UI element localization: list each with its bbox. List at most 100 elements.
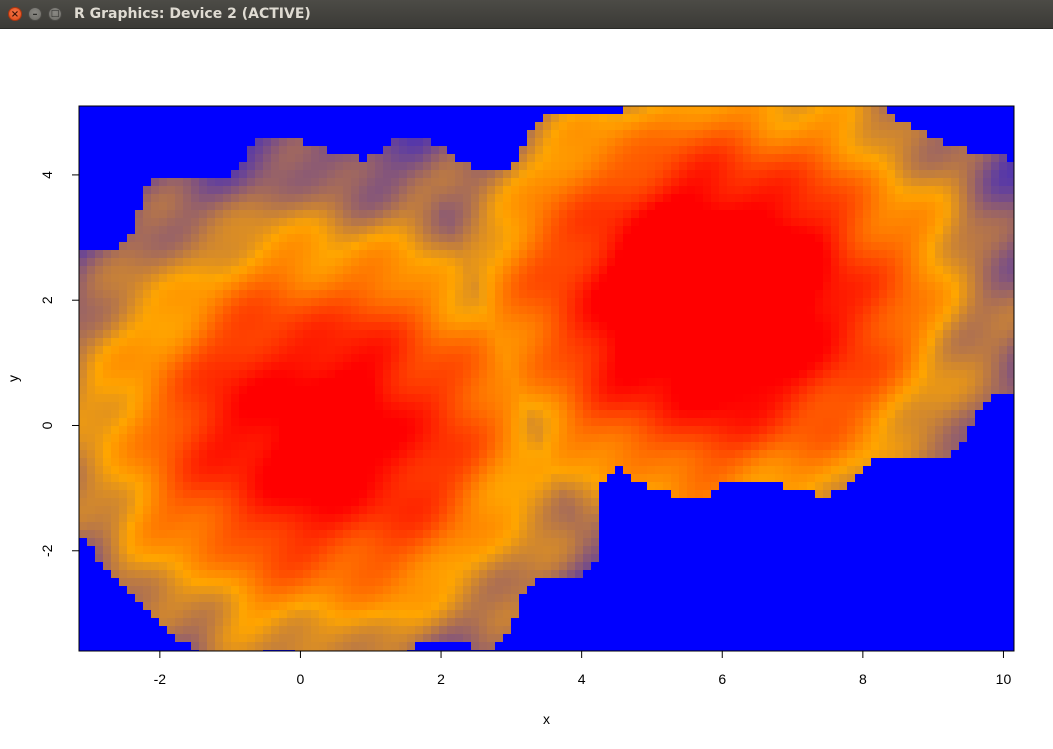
minimize-window-button[interactable]: – [28, 7, 42, 21]
heatmap-cell [343, 138, 352, 147]
heatmap-cell [839, 258, 848, 267]
heatmap-cell [655, 402, 664, 411]
heatmap-cell [167, 202, 176, 211]
heatmap-cell [303, 258, 312, 267]
heatmap-cell [743, 282, 752, 291]
heatmap-cell [535, 434, 544, 443]
heatmap-cell [199, 146, 208, 155]
heatmap-cell [439, 162, 448, 171]
heatmap-cell [167, 274, 176, 283]
heatmap-cell [695, 290, 704, 299]
heatmap-cell [471, 138, 480, 147]
heatmap-cell [559, 298, 568, 307]
heatmap-cell [799, 306, 808, 315]
heatmap-cell [831, 282, 840, 291]
heatmap-cell [111, 226, 120, 235]
heatmap-cell [687, 114, 696, 123]
heatmap-cell [647, 170, 656, 179]
heatmap-cell [983, 202, 992, 211]
heatmap-cell [455, 402, 464, 411]
heatmap-cell [431, 114, 440, 123]
heatmap-cell [375, 346, 384, 355]
heatmap-cell [111, 242, 120, 251]
heatmap-cell [391, 290, 400, 299]
heatmap-cell [535, 362, 544, 371]
heatmap-cell [279, 410, 288, 419]
heatmap-cell [511, 250, 520, 259]
heatmap-cell [999, 378, 1008, 387]
heatmap-cell [375, 402, 384, 411]
close-window-button[interactable]: × [8, 7, 22, 21]
heatmap-cell [927, 146, 936, 155]
heatmap-cell [487, 250, 496, 259]
heatmap-cell [815, 354, 824, 363]
heatmap-cell [863, 266, 872, 275]
heatmap-cell [735, 386, 744, 395]
heatmap-cell [735, 170, 744, 179]
heatmap-cell [951, 154, 960, 163]
heatmap-cell [335, 370, 344, 379]
heatmap-cell [391, 266, 400, 275]
heatmap-cell [479, 106, 488, 115]
heatmap-cell [791, 418, 800, 427]
heatmap-cell [343, 218, 352, 227]
heatmap-cell [815, 234, 824, 243]
heatmap-cell [839, 330, 848, 339]
heatmap-cell [567, 394, 576, 403]
heatmap-cell [199, 186, 208, 195]
heatmap-cell [119, 410, 128, 419]
heatmap-cell [215, 106, 224, 115]
heatmap-cell [431, 322, 440, 331]
heatmap-cell [551, 370, 560, 379]
heatmap-cell [87, 314, 96, 323]
heatmap-cell [511, 186, 520, 195]
heatmap-cell [727, 194, 736, 203]
heatmap-cell [679, 306, 688, 315]
heatmap-cell [871, 434, 880, 443]
heatmap-cell [927, 210, 936, 219]
heatmap-cell [359, 322, 368, 331]
heatmap-cell [479, 418, 488, 427]
heatmap-cell [807, 434, 816, 443]
heatmap-cell [287, 162, 296, 171]
heatmap-cell [159, 234, 168, 243]
heatmap-cell [679, 146, 688, 155]
heatmap-cell [175, 370, 184, 379]
heatmap-cell [671, 242, 680, 251]
heatmap-cell [687, 122, 696, 131]
heatmap-cell [647, 370, 656, 379]
maximize-window-button[interactable]: □ [48, 7, 62, 21]
heatmap-cell [631, 394, 640, 403]
heatmap-cell [871, 274, 880, 283]
heatmap-cell [247, 202, 256, 211]
heatmap-cell [367, 426, 376, 435]
heatmap-cell [271, 442, 280, 451]
heatmap-cell [919, 130, 928, 139]
heatmap-cell [639, 418, 648, 427]
heatmap-cell [103, 210, 112, 219]
heatmap-cell [215, 130, 224, 139]
heatmap-cell [823, 362, 832, 371]
heatmap-cell [399, 418, 408, 427]
heatmap-cell [343, 298, 352, 307]
heatmap-cell [631, 442, 640, 451]
heatmap-cell [895, 114, 904, 123]
heatmap-cell [743, 266, 752, 275]
heatmap-cell [471, 362, 480, 371]
heatmap-cell [999, 354, 1008, 363]
heatmap-cell [527, 258, 536, 267]
heatmap-cell [567, 386, 576, 395]
heatmap-cell [647, 138, 656, 147]
heatmap-cell [343, 306, 352, 315]
heatmap-cell [823, 306, 832, 315]
heatmap-cell [767, 154, 776, 163]
heatmap-cell [583, 274, 592, 283]
heatmap-cell [807, 346, 816, 355]
heatmap-cell [199, 314, 208, 323]
heatmap-cell [495, 210, 504, 219]
heatmap-cell [151, 138, 160, 147]
heatmap-cell [703, 130, 712, 139]
heatmap-cell [743, 210, 752, 219]
heatmap-cell [615, 202, 624, 211]
heatmap-cell [623, 346, 632, 355]
